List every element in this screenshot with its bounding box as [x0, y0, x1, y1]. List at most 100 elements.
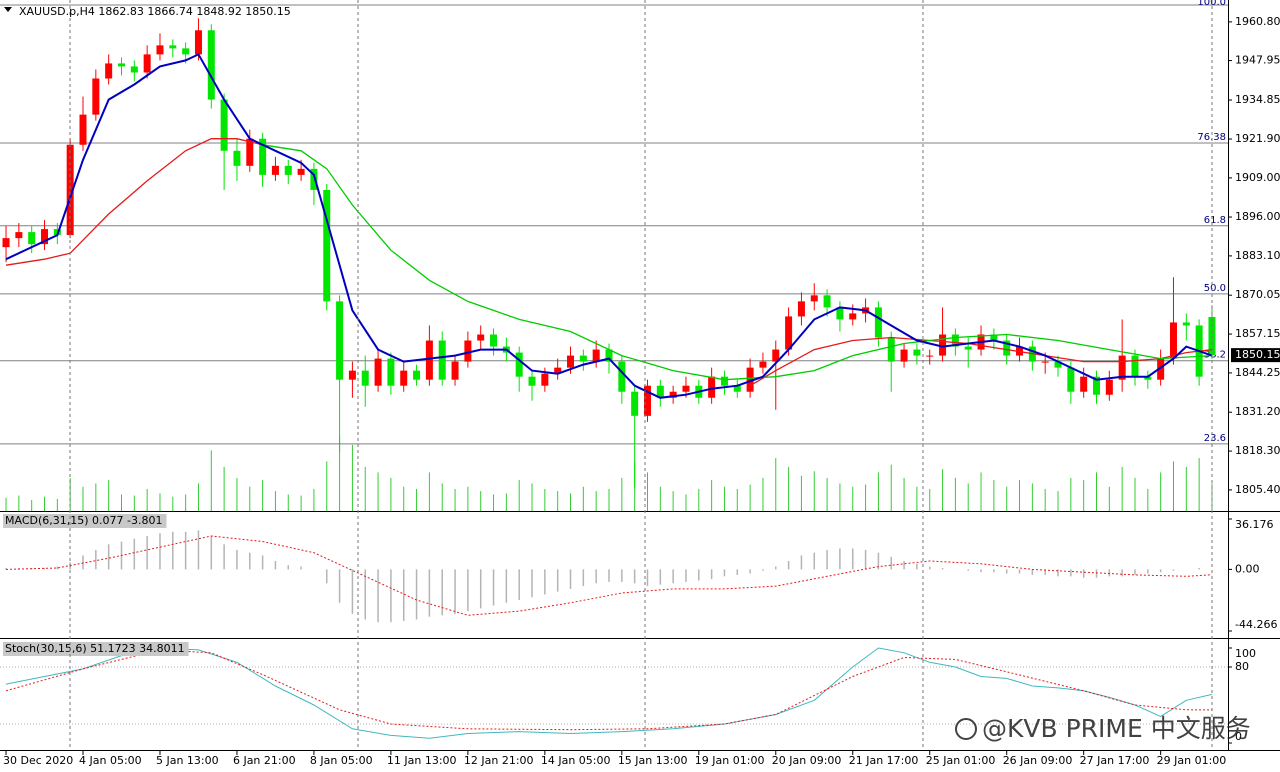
symbol-menu-icon[interactable]	[4, 7, 12, 12]
candle-body	[528, 376, 536, 386]
candle-body	[425, 340, 433, 380]
candle-body	[579, 355, 587, 362]
candle-body	[720, 376, 728, 386]
last-price-box	[1231, 348, 1280, 363]
candle-body	[797, 301, 805, 317]
candle-body	[926, 355, 934, 357]
y-tick-label: 80	[1235, 660, 1249, 673]
candle-body	[900, 349, 908, 362]
y-tick-label: 100	[1235, 647, 1256, 660]
candle-body	[413, 370, 421, 380]
candle-body	[1118, 355, 1126, 380]
candle-body	[823, 295, 831, 308]
candle-body	[194, 30, 202, 55]
moving-average	[262, 144, 1213, 381]
y-tick-label: 1960.80	[1235, 15, 1280, 28]
candle-body	[105, 63, 113, 79]
candle-body	[1157, 358, 1165, 380]
candle-body	[246, 138, 254, 166]
x-tick-label: 4 Jan 05:00	[79, 754, 142, 767]
candle-body	[66, 144, 74, 236]
candle-body	[874, 307, 882, 338]
panel-title-bg	[3, 642, 189, 656]
candle-body	[554, 367, 562, 374]
candle-body	[1144, 376, 1152, 380]
candle-body	[28, 232, 36, 245]
watermark-logo	[955, 718, 977, 740]
candle-body	[618, 361, 626, 392]
candle-body	[733, 385, 741, 392]
stochastic-line	[5, 649, 1213, 731]
last-price-label: 1850.15	[1235, 348, 1280, 361]
candle-body	[772, 349, 780, 362]
candle-body	[284, 165, 292, 175]
y-tick-label: 1805.40	[1235, 483, 1280, 496]
candle-body	[785, 316, 793, 350]
candle-body	[477, 334, 485, 341]
candle-body	[1093, 376, 1101, 395]
fibo-label: 100.0	[1197, 0, 1226, 8]
candle-body	[490, 334, 498, 347]
watermark-text: @KVB PRIME 中文服务	[982, 714, 1251, 743]
x-tick-label: 6 Jan 21:00	[233, 754, 296, 767]
y-tick-label: 1870.05	[1235, 288, 1280, 301]
candle-body	[810, 295, 818, 302]
candle-body	[92, 78, 100, 115]
candle-body	[117, 63, 125, 67]
y-tick-label: 1909.00	[1235, 171, 1280, 184]
x-tick-label: 27 Jan 17:00	[1080, 754, 1150, 767]
x-tick-label: 12 Jan 21:00	[464, 754, 534, 767]
x-tick-label: 26 Jan 09:00	[1003, 754, 1073, 767]
y-tick-label: 0.00	[1235, 562, 1260, 575]
panel-title-bg	[3, 514, 167, 528]
candle-body	[836, 307, 844, 320]
x-tick-label: 11 Jan 13:00	[387, 754, 457, 767]
candle-body	[682, 385, 690, 392]
moving-average	[5, 53, 1213, 399]
candle-body	[374, 358, 382, 386]
y-tick-label: 1844.25	[1235, 366, 1280, 379]
candle-body	[1054, 361, 1062, 368]
candle-body	[1067, 367, 1075, 392]
candle-body	[130, 66, 138, 73]
fibo-label: 50.0	[1204, 283, 1226, 294]
y-tick-label: 1896.00	[1235, 210, 1280, 223]
chart-title: XAUUSD.p,H4 1862.83 1866.74 1848.92 1850…	[19, 5, 291, 18]
candle-body	[669, 391, 677, 398]
candle-body	[310, 168, 318, 190]
candle-body	[887, 337, 895, 362]
candle-body	[438, 340, 446, 380]
x-tick-label: 5 Jan 13:00	[156, 754, 219, 767]
x-tick-label: 29 Jan 01:00	[1157, 754, 1227, 767]
candle-body	[400, 370, 408, 386]
candle-body	[15, 232, 23, 239]
x-tick-label: 20 Jan 09:00	[772, 754, 842, 767]
candle-body	[708, 376, 716, 398]
candle-body	[233, 150, 241, 166]
candle-body	[451, 361, 459, 380]
candle-body	[41, 229, 49, 245]
candle-body	[1041, 361, 1049, 363]
candle-body	[207, 30, 215, 100]
moving-average	[5, 138, 1213, 387]
candle-body	[515, 352, 523, 377]
candle-body	[1003, 340, 1011, 356]
candle-body	[143, 54, 151, 73]
candle-body	[169, 45, 177, 49]
y-tick-label: 1921.90	[1235, 132, 1280, 145]
x-tick-label: 8 Jan 05:00	[310, 754, 373, 767]
candle-body	[1131, 355, 1139, 377]
candle-body	[464, 340, 472, 362]
candle-body	[951, 334, 959, 347]
x-tick-label: 15 Jan 13:00	[618, 754, 688, 767]
candle-body	[361, 370, 369, 386]
x-tick-label: 30 Dec 2020	[3, 754, 73, 767]
candle-body	[259, 138, 267, 175]
fibo-label: 61.8	[1204, 215, 1226, 226]
y-tick-label: 0	[1235, 730, 1242, 743]
y-tick-label: 1818.30	[1235, 444, 1280, 457]
y-tick-label: 36.176	[1235, 518, 1274, 531]
candle-body	[913, 349, 921, 356]
candle-body	[567, 355, 575, 368]
